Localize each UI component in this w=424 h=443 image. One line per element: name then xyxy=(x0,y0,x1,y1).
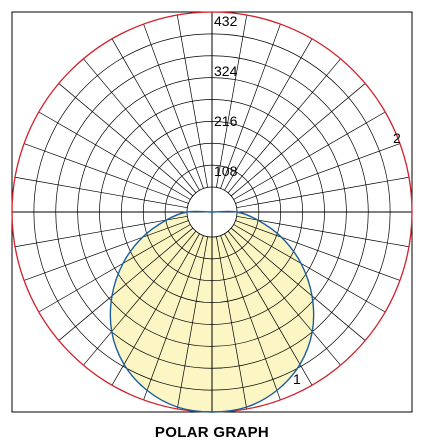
grid-spoke xyxy=(14,176,188,209)
chart-title: POLAR GRAPH xyxy=(155,424,269,441)
grid-spoke xyxy=(230,227,366,341)
series-2-label: 2 xyxy=(393,130,401,146)
grid-spoke xyxy=(58,227,194,341)
label-layer: 108 216 324 432 2 1 xyxy=(214,13,401,387)
grid-spoke xyxy=(14,215,188,248)
grid-spoke xyxy=(38,111,191,200)
series-layer xyxy=(11,11,413,413)
grid-spoke xyxy=(236,215,410,248)
grid-spoke xyxy=(176,236,209,410)
grid-spoke xyxy=(111,233,200,386)
grid-spoke xyxy=(83,58,197,194)
grid-spoke xyxy=(220,23,281,189)
grid-spoke xyxy=(235,220,401,281)
grid-spoke xyxy=(236,176,410,209)
grid-layer xyxy=(12,12,412,412)
grid-spoke xyxy=(83,230,197,366)
grid-spoke xyxy=(230,83,366,197)
grid-spoke xyxy=(176,14,209,188)
grid-spoke xyxy=(23,143,189,204)
radial-tick-label: 108 xyxy=(214,163,238,179)
grid-spoke xyxy=(215,236,248,410)
grid-spoke xyxy=(143,23,204,189)
grid-spoke xyxy=(111,38,200,191)
grid-spoke xyxy=(227,230,341,366)
radial-tick-label: 432 xyxy=(214,13,238,29)
grid-spoke xyxy=(38,224,191,313)
grid-spoke xyxy=(215,14,248,188)
grid-spoke xyxy=(235,143,401,204)
grid-spoke xyxy=(233,224,386,313)
grid-spoke xyxy=(23,220,189,281)
radial-tick-label: 216 xyxy=(214,113,238,129)
radial-tick-label: 324 xyxy=(214,63,238,79)
grid-spoke xyxy=(220,235,281,401)
series-1-label: 1 xyxy=(293,371,301,387)
grid-spoke xyxy=(233,111,386,200)
grid-spoke xyxy=(58,83,194,197)
grid-spoke xyxy=(143,235,204,401)
grid-spoke xyxy=(227,58,341,194)
grid-spoke xyxy=(224,38,313,191)
series-1-curve xyxy=(109,210,315,413)
grid-spoke xyxy=(224,233,313,386)
